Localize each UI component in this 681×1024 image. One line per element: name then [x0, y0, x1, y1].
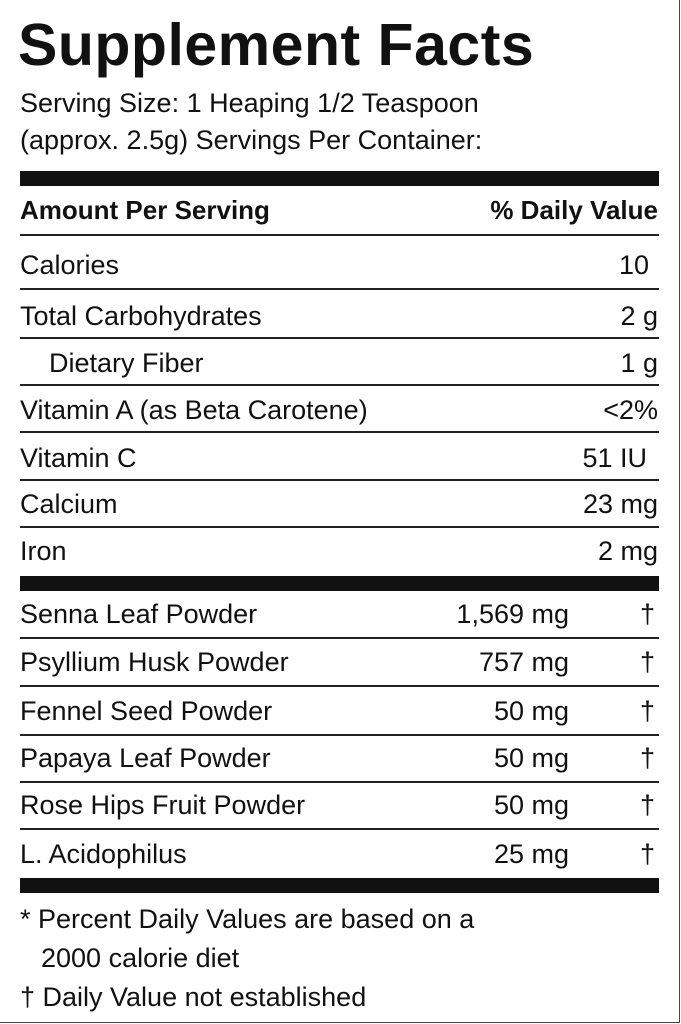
- ingredient-amount: 757 mg: [478, 647, 569, 677]
- nutrient-name: Calories: [20, 250, 120, 280]
- nutrient-amount: 2 mg: [597, 536, 658, 566]
- ingredient-daily-value: †: [639, 647, 655, 677]
- serving-approx: (approx. 2.5g) Servings Per Container:: [20, 125, 483, 155]
- header-right: % Daily Value: [490, 195, 658, 225]
- ingredient-daily-value: †: [639, 790, 655, 820]
- ingredient-amount: 25 mg: [493, 839, 569, 869]
- ingredient-name: Rose Hips Fruit Powder: [20, 790, 306, 820]
- nutrient-name: Dietary Fiber: [49, 348, 204, 378]
- header-left: Amount Per Serving: [20, 195, 270, 225]
- nutrient-amount: 23 mg: [582, 489, 658, 519]
- divider: [20, 734, 659, 736]
- nutrient-amount: 51 IU: [582, 443, 647, 473]
- divider: [20, 479, 659, 481]
- title: Supplement Facts: [18, 12, 535, 78]
- divider-thick: [20, 576, 659, 591]
- nutrient-name: Vitamin C: [20, 443, 137, 473]
- divider-thick: [20, 878, 659, 893]
- footnote: 2000 calorie diet: [41, 943, 240, 973]
- ingredient-amount: 50 mg: [493, 790, 569, 820]
- nutrient-name: Calcium: [20, 489, 118, 519]
- divider: [20, 431, 659, 433]
- nutrient-amount: 2 g: [620, 301, 658, 331]
- divider-thick: [20, 171, 659, 186]
- ingredient-daily-value: †: [639, 696, 655, 726]
- ingredient-name: L. Acidophilus: [20, 839, 187, 869]
- divider: [20, 234, 659, 236]
- ingredient-daily-value: †: [639, 743, 655, 773]
- ingredient-amount: 1,569 mg: [456, 599, 569, 629]
- divider: [20, 637, 659, 639]
- divider: [20, 781, 659, 783]
- ingredient-amount: 50 mg: [493, 696, 569, 726]
- ingredient-daily-value: †: [639, 599, 655, 629]
- ingredient-daily-value: †: [639, 839, 655, 869]
- nutrient-name: Vitamin A (as Beta Carotene): [20, 395, 368, 425]
- ingredient-name: Fennel Seed Powder: [20, 696, 273, 726]
- divider: [20, 288, 659, 290]
- nutrient-amount: <2%: [603, 395, 658, 425]
- ingredient-name: Senna Leaf Powder: [20, 599, 258, 629]
- serving-size: Serving Size: 1 Heaping 1/2 Teaspoon: [20, 88, 479, 118]
- divider: [20, 337, 659, 339]
- nutrient-amount: 1 g: [620, 348, 658, 378]
- ingredient-amount: 50 mg: [493, 743, 569, 773]
- footnote: * Percent Daily Values are based on a: [20, 904, 475, 934]
- ingredient-name: Papaya Leaf Powder: [20, 743, 271, 773]
- ingredient-name: Psyllium Husk Powder: [20, 647, 289, 677]
- divider: [20, 384, 659, 386]
- divider: [20, 526, 659, 528]
- divider: [20, 828, 659, 830]
- nutrient-name: Total Carbohydrates: [20, 301, 262, 331]
- nutrient-name: Iron: [20, 536, 67, 566]
- nutrient-amount: 10: [618, 250, 649, 280]
- footnote: † Daily Value not established: [20, 982, 367, 1012]
- divider: [20, 685, 659, 687]
